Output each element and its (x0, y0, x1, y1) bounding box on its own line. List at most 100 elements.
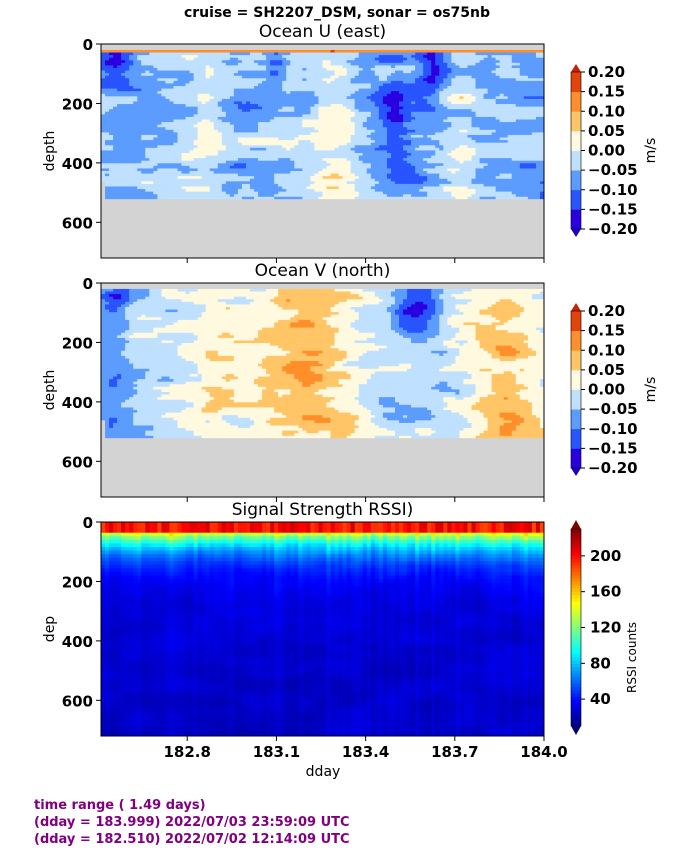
heatmap-cell (145, 96, 150, 100)
heatmap-cell (338, 122, 344, 126)
heatmap-cell (322, 165, 328, 170)
heatmap-cell (403, 73, 408, 77)
heatmap-cell (237, 134, 243, 139)
heatmap-cell (314, 171, 320, 175)
heatmap-cell (403, 127, 408, 131)
heatmap-cell (274, 189, 279, 193)
heatmap-cell (310, 101, 316, 105)
heatmap-cell (221, 49, 227, 54)
heatmap-cell (173, 124, 179, 128)
heatmap-cell (407, 152, 412, 157)
heatmap-cell (370, 73, 376, 77)
heatmap-cell (427, 96, 432, 100)
heatmap-cell (419, 109, 424, 113)
heatmap-cell (225, 178, 231, 182)
heatmap-cell (386, 52, 392, 56)
heatmap-cell (153, 55, 158, 59)
heatmap-cell (310, 119, 316, 123)
heatmap-cell (318, 55, 324, 59)
heatmap-cell (338, 70, 344, 74)
heatmap-cell (431, 83, 436, 87)
heatmap-cell (326, 127, 332, 131)
heatmap-cell (306, 78, 312, 82)
heatmap-cell (435, 106, 440, 110)
heatmap-cell (205, 181, 211, 185)
heatmap-cell (266, 181, 271, 185)
heatmap-cell (193, 173, 199, 177)
heatmap-cell (229, 86, 235, 90)
heatmap-cell (201, 183, 207, 188)
heatmap-cell (137, 145, 142, 149)
heatmap-cell (278, 129, 283, 133)
heatmap-cell (330, 171, 336, 175)
heatmap-cell (181, 109, 187, 113)
heatmap-cell (310, 142, 316, 146)
heatmap-cell (435, 152, 440, 157)
heatmap-cell (125, 62, 130, 66)
heatmap-cell (346, 80, 352, 85)
heatmap-cell (298, 86, 303, 90)
heatmap-cell (169, 140, 175, 144)
heatmap-cell (290, 181, 295, 185)
heatmap-cell (306, 114, 312, 118)
heatmap-cell (346, 176, 352, 180)
heatmap-cell (129, 186, 134, 190)
heatmap-cell (229, 93, 235, 97)
heatmap-cell (101, 101, 106, 105)
heatmap-cell (165, 106, 171, 110)
heatmap-cell (101, 104, 106, 108)
heatmap-cell (366, 86, 372, 90)
heatmap-cell (245, 73, 251, 77)
heatmap-cell (101, 132, 106, 136)
heatmap-cell (354, 145, 360, 149)
heatmap-cell (201, 80, 207, 85)
heatmap-cell (346, 62, 352, 66)
heatmap-cell (121, 152, 126, 157)
heatmap-cell (250, 101, 255, 105)
heatmap-cell (121, 83, 126, 87)
heatmap-cell (427, 147, 432, 152)
heatmap-cell (129, 124, 134, 128)
heatmap-cell (233, 70, 239, 74)
heatmap-cell (141, 181, 146, 185)
heatmap-cell (161, 91, 167, 95)
heatmap-cell (334, 75, 340, 79)
heatmap-cell (298, 101, 303, 105)
heatmap-cell (314, 86, 320, 90)
heatmap-cell (411, 98, 416, 103)
heatmap-cell (201, 186, 207, 190)
heatmap-cell (173, 132, 179, 136)
heatmap-cell (350, 165, 356, 170)
heatmap-cell (419, 181, 424, 185)
heatmap-cell (245, 67, 251, 72)
heatmap-cell (270, 52, 275, 56)
heatmap-cell (382, 150, 388, 154)
heatmap-cell (411, 109, 416, 113)
heatmap-cell (419, 163, 424, 167)
heatmap-cell (193, 67, 199, 72)
heatmap-cell (423, 165, 428, 170)
heatmap-cell (213, 152, 219, 157)
heatmap-cell (129, 67, 134, 72)
heatmap-cell (431, 173, 436, 177)
heatmap-cell (177, 93, 183, 97)
heatmap-cell (350, 73, 356, 77)
heatmap-cell (294, 189, 299, 193)
heatmap-cell (113, 98, 118, 103)
heatmap-cell (394, 116, 400, 121)
heatmap-cell (181, 98, 187, 103)
heatmap-cell (209, 155, 215, 159)
heatmap-cell (117, 196, 122, 200)
heatmap-cell (362, 101, 368, 105)
heatmap-cell (354, 52, 360, 56)
heatmap-cell (165, 168, 171, 172)
heatmap-cell (415, 83, 420, 87)
heatmap-cell (334, 119, 340, 123)
heatmap-cell (185, 70, 191, 74)
heatmap-cell (262, 116, 267, 121)
heatmap-cell (237, 114, 243, 118)
heatmap-cell (342, 127, 348, 131)
heatmap-cell (394, 91, 400, 95)
heatmap-cell (366, 155, 372, 159)
heatmap-cell (322, 67, 328, 72)
